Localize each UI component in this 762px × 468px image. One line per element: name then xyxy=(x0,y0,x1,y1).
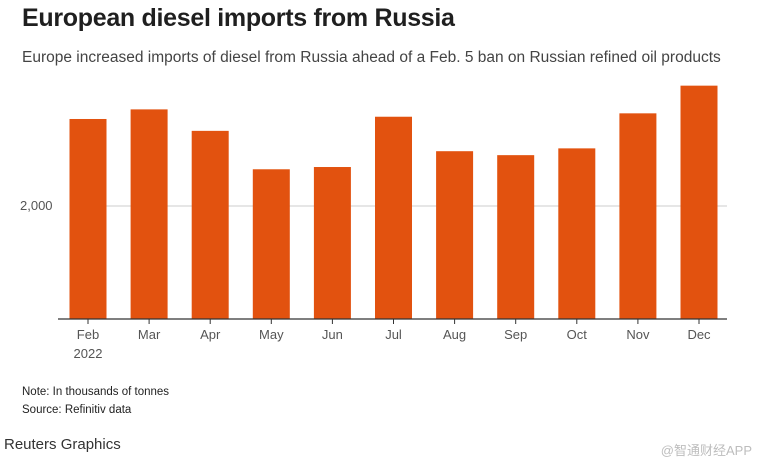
bar-mar xyxy=(130,109,168,319)
bar-may xyxy=(252,169,290,319)
x-tick-label: Feb xyxy=(77,327,99,342)
x-tick-label: Mar xyxy=(138,327,161,342)
chart-title: European diesel imports from Russia xyxy=(22,4,455,32)
bar-dec xyxy=(680,85,718,319)
x-tick-label: Apr xyxy=(200,327,221,342)
x-tick-label: Dec xyxy=(687,327,711,342)
x-tick-label: Oct xyxy=(567,327,588,342)
x-tick-label: May xyxy=(259,327,284,342)
bar-jun xyxy=(313,167,351,319)
x-tick-label: Nov xyxy=(626,327,650,342)
x-tick-label: Aug xyxy=(443,327,466,342)
chart-subtitle: Europe increased imports of diesel from … xyxy=(22,49,721,66)
bar-jul xyxy=(375,116,412,319)
chart-source: Source: Refinitiv data xyxy=(22,404,132,416)
bar-feb xyxy=(69,118,107,320)
watermark: @智通财经APP xyxy=(660,443,752,458)
bar-oct xyxy=(558,148,596,319)
bar-nov xyxy=(619,113,657,319)
footer-credit: Reuters Graphics xyxy=(4,436,121,453)
bar-aug xyxy=(436,151,474,319)
x-tick-label: Sep xyxy=(504,327,527,342)
chart-note: Note: In thousands of tonnes xyxy=(22,386,170,398)
x-tick-label: Jul xyxy=(385,327,402,342)
bar-apr xyxy=(191,130,229,319)
y-tick-label: 2,000 xyxy=(20,198,53,213)
x-year-label: 2022 xyxy=(74,346,103,361)
bar-sep xyxy=(497,155,535,319)
x-tick-label: Jun xyxy=(322,327,343,342)
